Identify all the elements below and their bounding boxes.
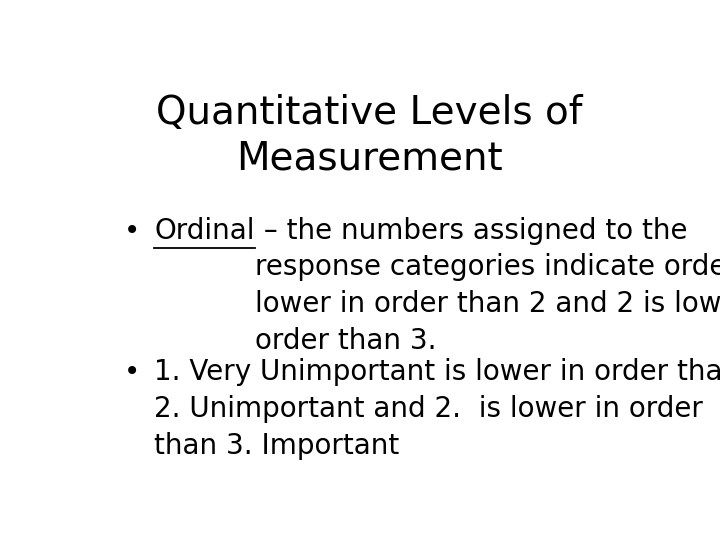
Text: Ordinal: Ordinal bbox=[154, 217, 255, 245]
Text: •: • bbox=[124, 217, 140, 245]
Text: – the numbers assigned to the
response categories indicate order.  1 is
lower in: – the numbers assigned to the response c… bbox=[255, 217, 720, 355]
Text: 1. Very Unimportant is lower in order than
2. Unimportant and 2.  is lower in or: 1. Very Unimportant is lower in order th… bbox=[154, 358, 720, 460]
Text: •: • bbox=[124, 358, 140, 386]
Text: Quantitative Levels of
Measurement: Quantitative Levels of Measurement bbox=[156, 94, 582, 178]
